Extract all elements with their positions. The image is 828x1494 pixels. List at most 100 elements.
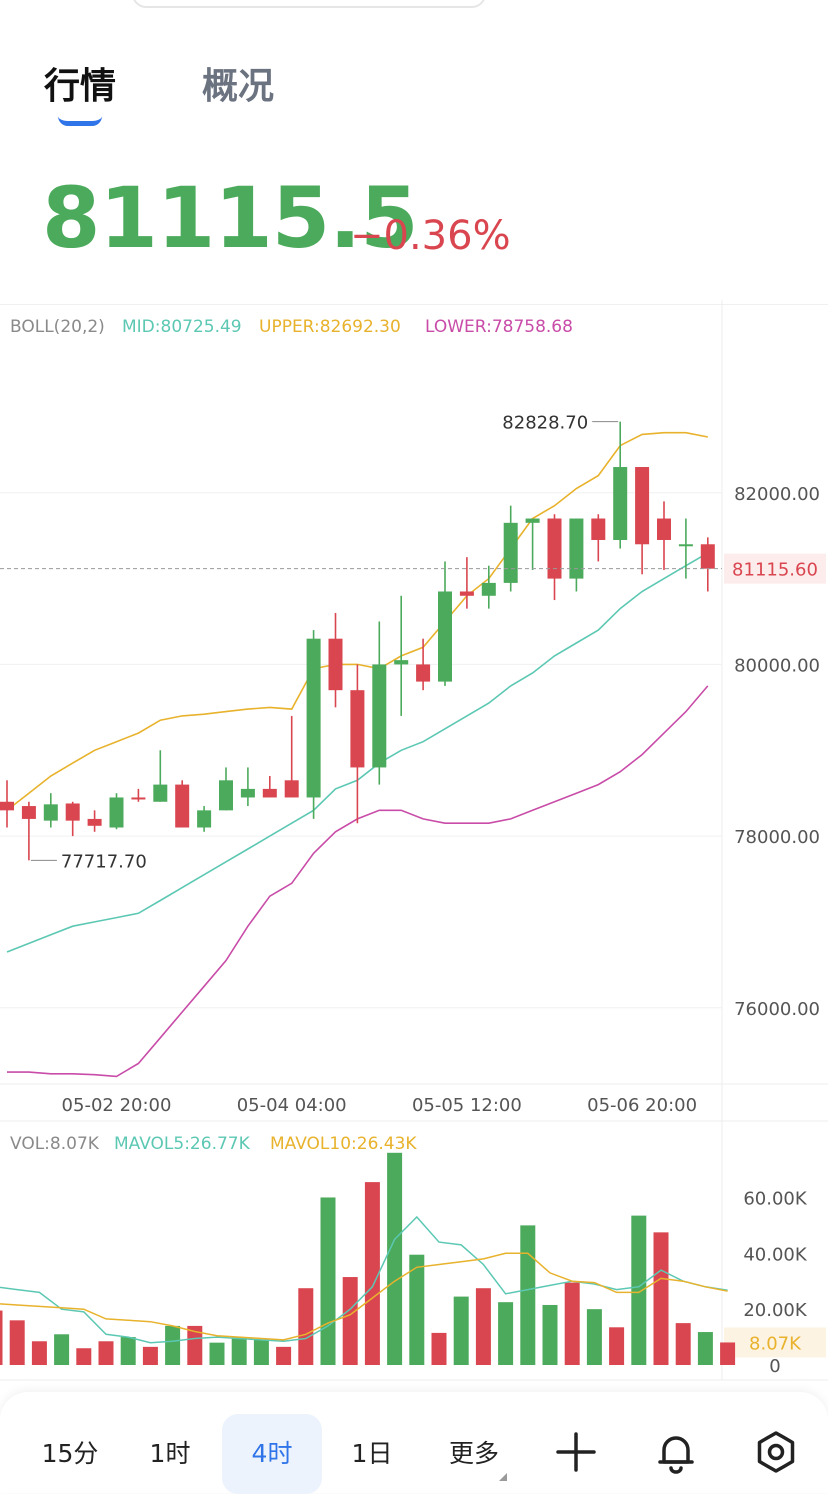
volume-bar	[276, 1346, 292, 1365]
volume-axis-tick-label: 0	[769, 1356, 780, 1377]
candle-body	[219, 780, 233, 811]
volume-bar	[0, 1310, 3, 1365]
candle-body	[657, 518, 671, 540]
candle-body	[0, 801, 14, 811]
interval-15m[interactable]: 15分	[41, 1439, 99, 1468]
time-axis-tick-label: 05-06 20:00	[587, 1095, 697, 1116]
volume-bar	[253, 1339, 269, 1365]
volume-bar	[675, 1323, 691, 1365]
volume-bar	[209, 1342, 225, 1365]
vol-legend-mavol5: MAVOL5:26.77K	[114, 1134, 251, 1154]
volume-bar	[653, 1232, 669, 1365]
boll-legend-upper: UPPER:82692.30	[259, 317, 401, 337]
volume-bar	[142, 1346, 158, 1365]
interval-1h[interactable]: 1时	[149, 1439, 191, 1468]
candle-body	[175, 784, 190, 828]
kline-chart[interactable]: 76000.00 78000.00 80000.00 82000.00 05-02 20…	[0, 300, 828, 1390]
candle-body	[131, 797, 146, 800]
candle-body	[21, 806, 36, 819]
volume-bar	[31, 1341, 47, 1365]
last-price: 81115.5	[42, 169, 419, 267]
candle-body	[416, 664, 431, 682]
candle-body	[109, 797, 124, 828]
volume-bar	[342, 1277, 358, 1365]
candle-body	[438, 591, 452, 682]
time-axis-tick-label: 05-04 04:00	[237, 1095, 347, 1116]
candle-body	[569, 518, 584, 579]
volume-bar	[631, 1215, 647, 1365]
candle-body	[87, 818, 102, 826]
volume-bar	[409, 1254, 425, 1365]
candle-body	[503, 522, 518, 583]
candle-body	[65, 803, 80, 821]
time-axis-tick-label: 05-05 12:00	[412, 1095, 522, 1116]
candle-body	[240, 788, 255, 798]
price-axis-tick-label: 78000.00	[734, 827, 820, 848]
max-price-label: 82828.70	[502, 413, 588, 434]
candle-body	[635, 467, 650, 545]
more-corner-icon	[499, 1473, 507, 1481]
volume-bar	[187, 1325, 203, 1365]
time-axis-tick-label: 05-02 20:00	[62, 1095, 172, 1116]
candle-body	[525, 518, 540, 523]
candle-body	[372, 664, 387, 768]
candle-body	[481, 582, 496, 596]
mavol10-line	[0, 1252, 728, 1341]
volume-bar	[120, 1337, 136, 1365]
candle-body	[350, 690, 365, 768]
volume-bar	[320, 1197, 336, 1365]
candle-body	[328, 638, 343, 691]
volume-bar	[542, 1304, 558, 1365]
volume-bar	[387, 1152, 403, 1365]
volume-bar	[564, 1282, 580, 1365]
vol-legend-vol: VOL:8.07K	[10, 1134, 100, 1154]
price-axis-tick-label: 80000.00	[734, 655, 820, 676]
boll-legend-mid: MID:80725.49	[122, 317, 242, 337]
candle-body	[262, 788, 277, 798]
candle-body	[284, 780, 299, 798]
settings-gear-icon[interactable]	[754, 1430, 798, 1474]
current-volume-tag-bg	[724, 1327, 826, 1358]
volume-bar	[453, 1296, 469, 1365]
boll-upper-line	[6, 431, 708, 811]
interval-4h[interactable]: 4时	[251, 1439, 293, 1468]
interval-active-highlight	[222, 1414, 322, 1494]
mavol5-line	[0, 1215, 728, 1344]
tab-overview[interactable]: 概况	[202, 66, 275, 107]
volume-bar	[586, 1309, 602, 1365]
candle-body	[459, 591, 474, 596]
candle-body	[613, 467, 628, 540]
boll-legend-lower: LOWER:78758.68	[425, 317, 573, 337]
price-axis-tick-label: 82000.00	[734, 484, 820, 505]
candles	[0, 421, 715, 861]
current-price-tag: 81115.60	[732, 560, 818, 581]
add-indicator-icon[interactable]	[554, 1430, 598, 1474]
candle-body	[197, 810, 212, 828]
price-axis-tick-label: 76000.00	[734, 999, 820, 1020]
top-handle	[132, 0, 486, 8]
interval-1d[interactable]: 1日	[351, 1439, 393, 1468]
volume-bar	[98, 1341, 114, 1365]
bell-icon[interactable]	[654, 1430, 698, 1474]
volume-bar	[475, 1288, 491, 1365]
volume-chart	[0, 1152, 736, 1365]
volume-axis-tick-label: 60.00K	[743, 1188, 808, 1209]
volume-bar	[697, 1332, 713, 1365]
tab-market[interactable]: 行情	[44, 66, 117, 107]
tab-active-indicator	[58, 116, 102, 126]
bottom-toolbar	[0, 1392, 828, 1493]
volume-bar	[76, 1348, 92, 1365]
candle-body	[153, 784, 168, 802]
current-price-tag-bg	[724, 553, 826, 584]
candle-body	[700, 544, 715, 569]
volume-bar	[520, 1225, 536, 1365]
interval-more[interactable]: 更多	[448, 1439, 499, 1468]
chart-grid	[0, 300, 828, 1381]
volume-bar	[298, 1288, 314, 1365]
volume-bar	[498, 1302, 514, 1365]
volume-axis-tick-label: 20.00K	[743, 1300, 808, 1321]
volume-bar	[364, 1182, 380, 1365]
vol-legend-mavol10: MAVOL10:26.43K	[270, 1134, 417, 1154]
volume-axis-tick-label: 40.00K	[743, 1244, 808, 1265]
min-price-label: 77717.70	[61, 851, 147, 872]
